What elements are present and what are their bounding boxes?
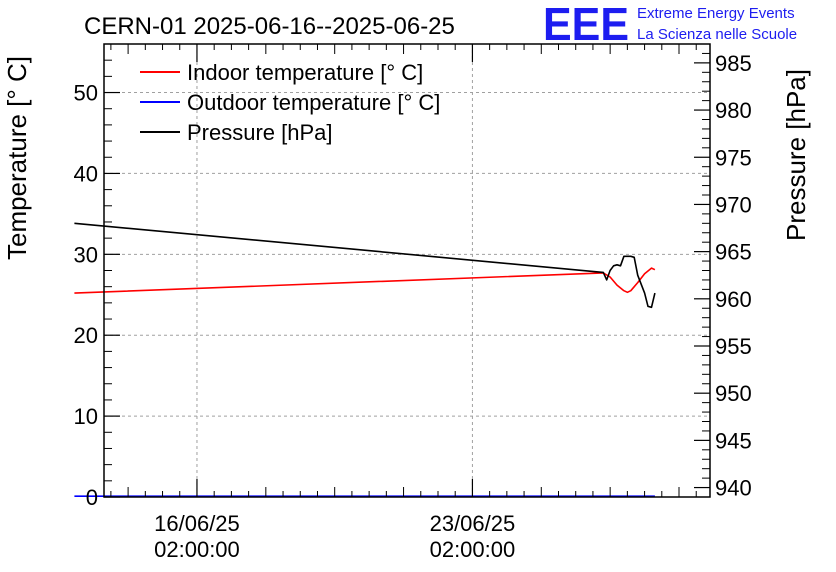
legend-label-3: Pressure [hPa] xyxy=(187,120,333,145)
eee-logo-line2: La Scienza nelle Scuole xyxy=(637,26,797,43)
y2-tick-label: 985 xyxy=(715,51,752,76)
eee-logo-line1: Extreme Energy Events xyxy=(637,5,795,22)
legend-label-2: Outdoor temperature [° C] xyxy=(187,90,440,115)
y2-tick-label: 960 xyxy=(715,287,752,312)
y2-tick-label: 940 xyxy=(715,476,752,501)
y-tick-label: 40 xyxy=(74,161,98,186)
x-tick-label-time: 02:00:00 xyxy=(154,537,240,562)
chart-title: CERN-01 2025-06-16--2025-06-25 xyxy=(84,13,455,40)
y2-tick-label: 975 xyxy=(715,145,752,170)
y2-tick-label: 950 xyxy=(715,381,752,406)
y-tick-label: 30 xyxy=(74,242,98,267)
y2-tick-label: 965 xyxy=(715,240,752,265)
series-line-3 xyxy=(74,222,656,309)
legend-label-1: Indoor temperature [° C] xyxy=(187,60,423,85)
y2-axis-title: Pressure [hPa] xyxy=(781,69,811,241)
legend: Indoor temperature [° C] Outdoor temperat… xyxy=(140,60,440,145)
x-tick-label-date: 23/06/25 xyxy=(430,511,516,536)
eee-logo: EEE Extreme Energy Events La Scienza nel… xyxy=(543,0,797,50)
y2-tick-label: 970 xyxy=(715,192,752,217)
y-axis-title: Temperature [° C] xyxy=(2,56,32,260)
y-tick-label: 20 xyxy=(74,323,98,348)
y2-tick-label: 955 xyxy=(715,334,752,359)
x-tick-label-time: 02:00:00 xyxy=(430,537,516,562)
axes: 0 10 20 30 40 50 940 945 950 955 960 965 970 975 980 98… xyxy=(74,43,752,562)
x-tick-label-date: 16/06/25 xyxy=(154,511,240,536)
y-tick-label: 0 xyxy=(86,485,98,510)
series-layer xyxy=(74,222,656,497)
y2-tick-label: 980 xyxy=(715,98,752,123)
eee-logo-mark: EEE xyxy=(543,0,629,50)
y-tick-label: 10 xyxy=(74,404,98,429)
series-line-1 xyxy=(74,267,656,294)
y2-tick-label: 945 xyxy=(715,428,752,453)
y-tick-label: 50 xyxy=(74,81,98,106)
